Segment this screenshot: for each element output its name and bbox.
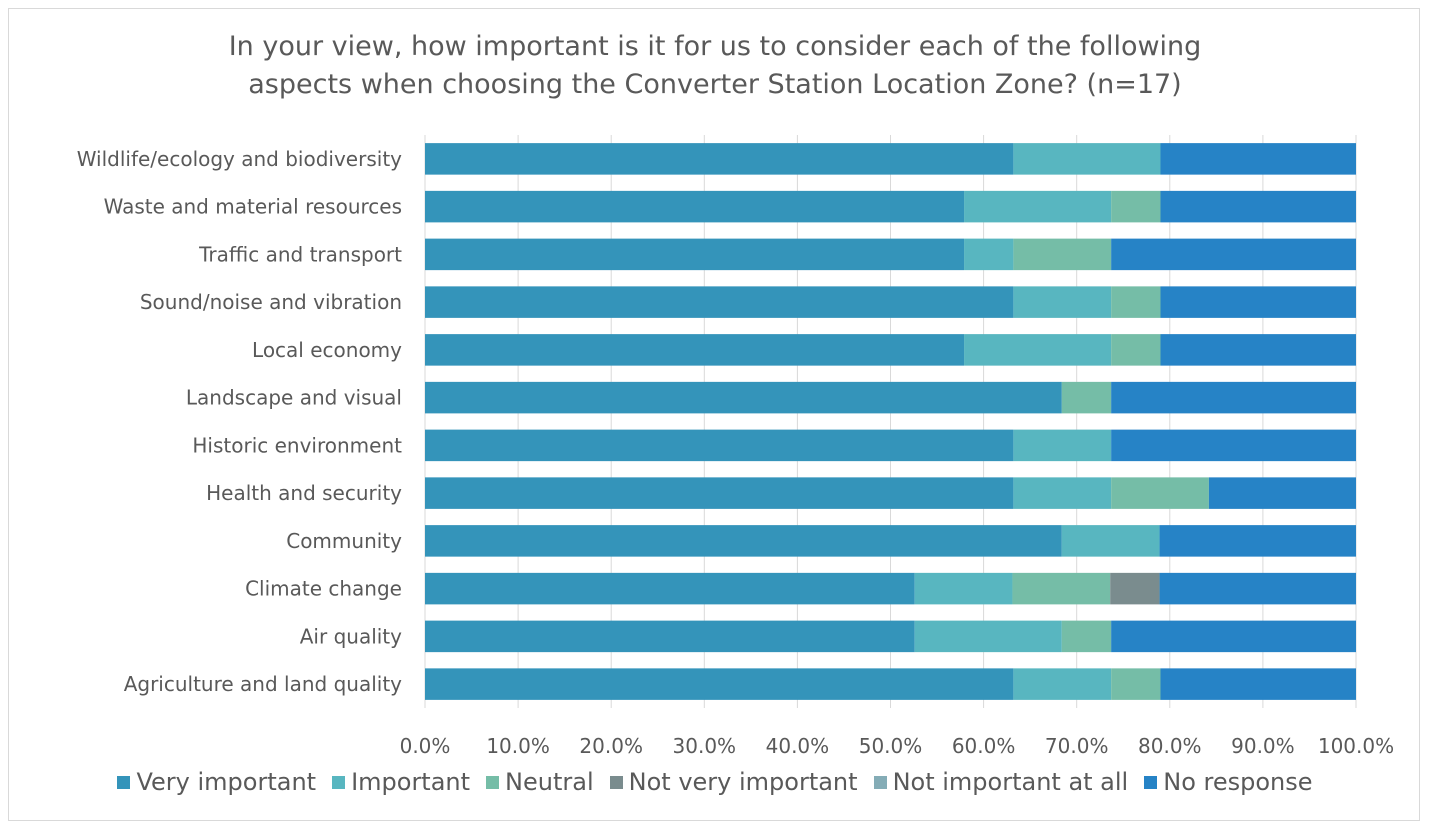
bar-segment bbox=[425, 286, 1014, 318]
bar-segment bbox=[1160, 286, 1356, 318]
chart-title-line-1: In your view, how important is it for us… bbox=[228, 31, 1202, 62]
legend-swatch bbox=[486, 775, 500, 789]
bar-segment bbox=[1159, 572, 1356, 605]
category-label: Climate change bbox=[245, 577, 402, 601]
category-label: Sound/noise and vibration bbox=[140, 290, 402, 314]
bar-segment bbox=[425, 668, 1014, 700]
legend-label: Neutral bbox=[505, 768, 594, 796]
legend-label: Very important bbox=[136, 768, 317, 796]
legend-label: Not important at all bbox=[892, 768, 1129, 796]
bar-segment bbox=[425, 620, 915, 653]
bar-segment bbox=[1111, 286, 1161, 318]
x-tick-label: 60.0% bbox=[952, 734, 1016, 758]
bar-segment bbox=[425, 238, 965, 271]
bar-segment bbox=[1013, 668, 1112, 700]
bar-segment bbox=[1111, 238, 1356, 271]
bar-segment bbox=[1061, 620, 1112, 653]
bar-segment bbox=[425, 525, 1062, 557]
bar-segment bbox=[425, 381, 1062, 414]
bar-segment bbox=[1160, 143, 1356, 175]
legend-swatch bbox=[332, 775, 346, 789]
legend-item: Not important at all bbox=[873, 768, 1129, 796]
category-label: Wildlife/ecology and biodiversity bbox=[77, 147, 402, 171]
legend-item: No response bbox=[1144, 768, 1313, 796]
bar-segment bbox=[1111, 620, 1356, 653]
category-label: Community bbox=[286, 529, 402, 553]
bar-segment bbox=[425, 429, 1014, 462]
bar-segment bbox=[1013, 286, 1112, 318]
bar-segment bbox=[964, 238, 1014, 271]
chart-legend: Very important Important Neutral Not very i… bbox=[0, 768, 1430, 796]
bar-segment bbox=[425, 190, 965, 223]
bar-segment bbox=[914, 620, 1062, 653]
bar-segment bbox=[1013, 477, 1112, 509]
bar-segment bbox=[1159, 525, 1356, 557]
x-tick-label: 10.0% bbox=[486, 734, 550, 758]
bar-segment bbox=[1160, 668, 1356, 700]
category-label: Health and security bbox=[206, 481, 402, 505]
bar-segment bbox=[425, 143, 1014, 175]
bar-segment bbox=[1111, 477, 1209, 509]
bar-segment bbox=[1160, 190, 1356, 223]
bar-segment bbox=[1110, 572, 1160, 605]
legend-swatch bbox=[117, 775, 131, 789]
legend-swatch bbox=[873, 775, 887, 789]
bar-segment bbox=[425, 572, 915, 605]
bar-segment bbox=[1111, 668, 1161, 700]
x-tick-label: 20.0% bbox=[579, 734, 643, 758]
legend-item: Important bbox=[332, 768, 470, 796]
bar-segment bbox=[1013, 429, 1112, 462]
x-tick-label: 40.0% bbox=[766, 734, 830, 758]
legend-item: Neutral bbox=[486, 768, 594, 796]
bar-segment bbox=[1012, 572, 1111, 605]
bar-segment bbox=[425, 477, 1014, 509]
bar-segment bbox=[964, 190, 1112, 223]
bar-segment bbox=[1160, 334, 1356, 366]
bar-segment bbox=[1061, 381, 1112, 414]
category-label: Waste and material resources bbox=[104, 195, 402, 219]
legend-label: Important bbox=[351, 768, 471, 796]
chart-title-line-2: aspects when choosing the Converter Stat… bbox=[248, 69, 1182, 100]
legend-swatch bbox=[1144, 775, 1158, 789]
category-label: Traffic and transport bbox=[198, 242, 402, 266]
category-label: Landscape and visual bbox=[186, 386, 402, 410]
bar-segment bbox=[1111, 334, 1161, 366]
bar-segment bbox=[964, 334, 1112, 366]
legend-item: Very important bbox=[117, 768, 316, 796]
bar-segment bbox=[1111, 429, 1356, 462]
bar-segment bbox=[1013, 143, 1161, 175]
x-tick-label: 80.0% bbox=[1138, 734, 1202, 758]
bar-segment bbox=[425, 334, 965, 366]
x-tick-label: 90.0% bbox=[1231, 734, 1295, 758]
legend-item: Not very important bbox=[609, 768, 858, 796]
category-label: Local economy bbox=[252, 338, 402, 362]
legend-label: No response bbox=[1163, 768, 1313, 796]
legend-swatch bbox=[609, 775, 623, 789]
category-label: Agriculture and land quality bbox=[124, 672, 402, 696]
bar-segment bbox=[1111, 190, 1161, 223]
category-label: Air quality bbox=[300, 624, 402, 648]
x-tick-label: 70.0% bbox=[1045, 734, 1109, 758]
x-tick-label: 50.0% bbox=[859, 734, 923, 758]
x-tick-label: 100.0% bbox=[1318, 734, 1394, 758]
chart-title: In your view, how important is it for us… bbox=[0, 28, 1430, 104]
x-tick-label: 0.0% bbox=[400, 734, 451, 758]
legend-label: Not very important bbox=[628, 768, 858, 796]
bar-segment bbox=[1061, 525, 1160, 557]
bar-segment bbox=[1111, 381, 1356, 414]
bar-segment bbox=[1013, 238, 1112, 271]
category-label: Historic environment bbox=[192, 433, 402, 457]
x-tick-label: 30.0% bbox=[673, 734, 737, 758]
bar-segment bbox=[1208, 477, 1356, 509]
bar-segment bbox=[914, 572, 1013, 605]
